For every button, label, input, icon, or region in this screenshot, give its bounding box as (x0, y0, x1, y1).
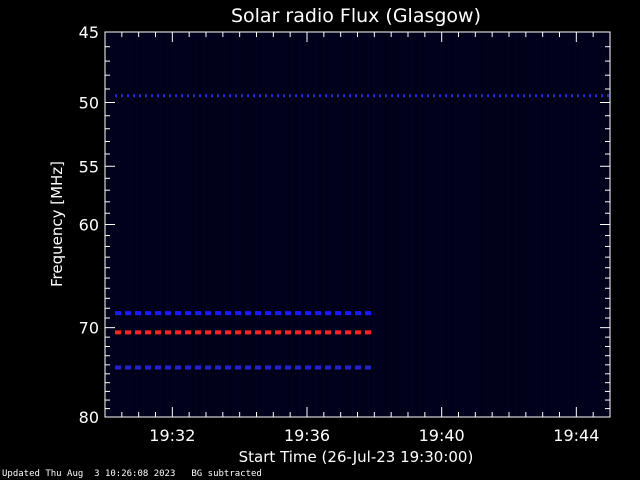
x-tick-label: 19:32 (149, 426, 195, 445)
x-axis: 19:32 19:36 19:40 19:44 (121, 32, 599, 445)
x-tick-label: 19:40 (419, 426, 465, 445)
plot-area (105, 32, 610, 417)
y-tick-label: 60 (79, 216, 99, 235)
x-tick-label: 19:44 (553, 426, 599, 445)
y-tick-label: 55 (79, 157, 99, 176)
y-tick-label: 80 (79, 408, 99, 427)
footer-updated: Updated Thu Aug 3 10:26:08 2023 (2, 469, 176, 479)
footer-note: BG subtracted (191, 469, 262, 479)
y-tick-label: 50 (79, 94, 99, 113)
emission-features (115, 94, 610, 370)
y-axis-label: Frequency [MHz] (48, 161, 66, 287)
y-axis: 45 50 55 60 70 80 (79, 23, 610, 427)
footer: Updated Thu Aug 3 10:26:08 2023 BG subtra… (2, 469, 278, 479)
y-tick-label: 45 (79, 23, 99, 42)
x-axis-label: Start Time (26-Jul-23 19:30:00) (239, 448, 474, 466)
chart-title: Solar radio Flux (Glasgow) (231, 5, 481, 27)
y-tick-label: 70 (79, 319, 99, 338)
x-tick-label: 19:36 (284, 426, 330, 445)
